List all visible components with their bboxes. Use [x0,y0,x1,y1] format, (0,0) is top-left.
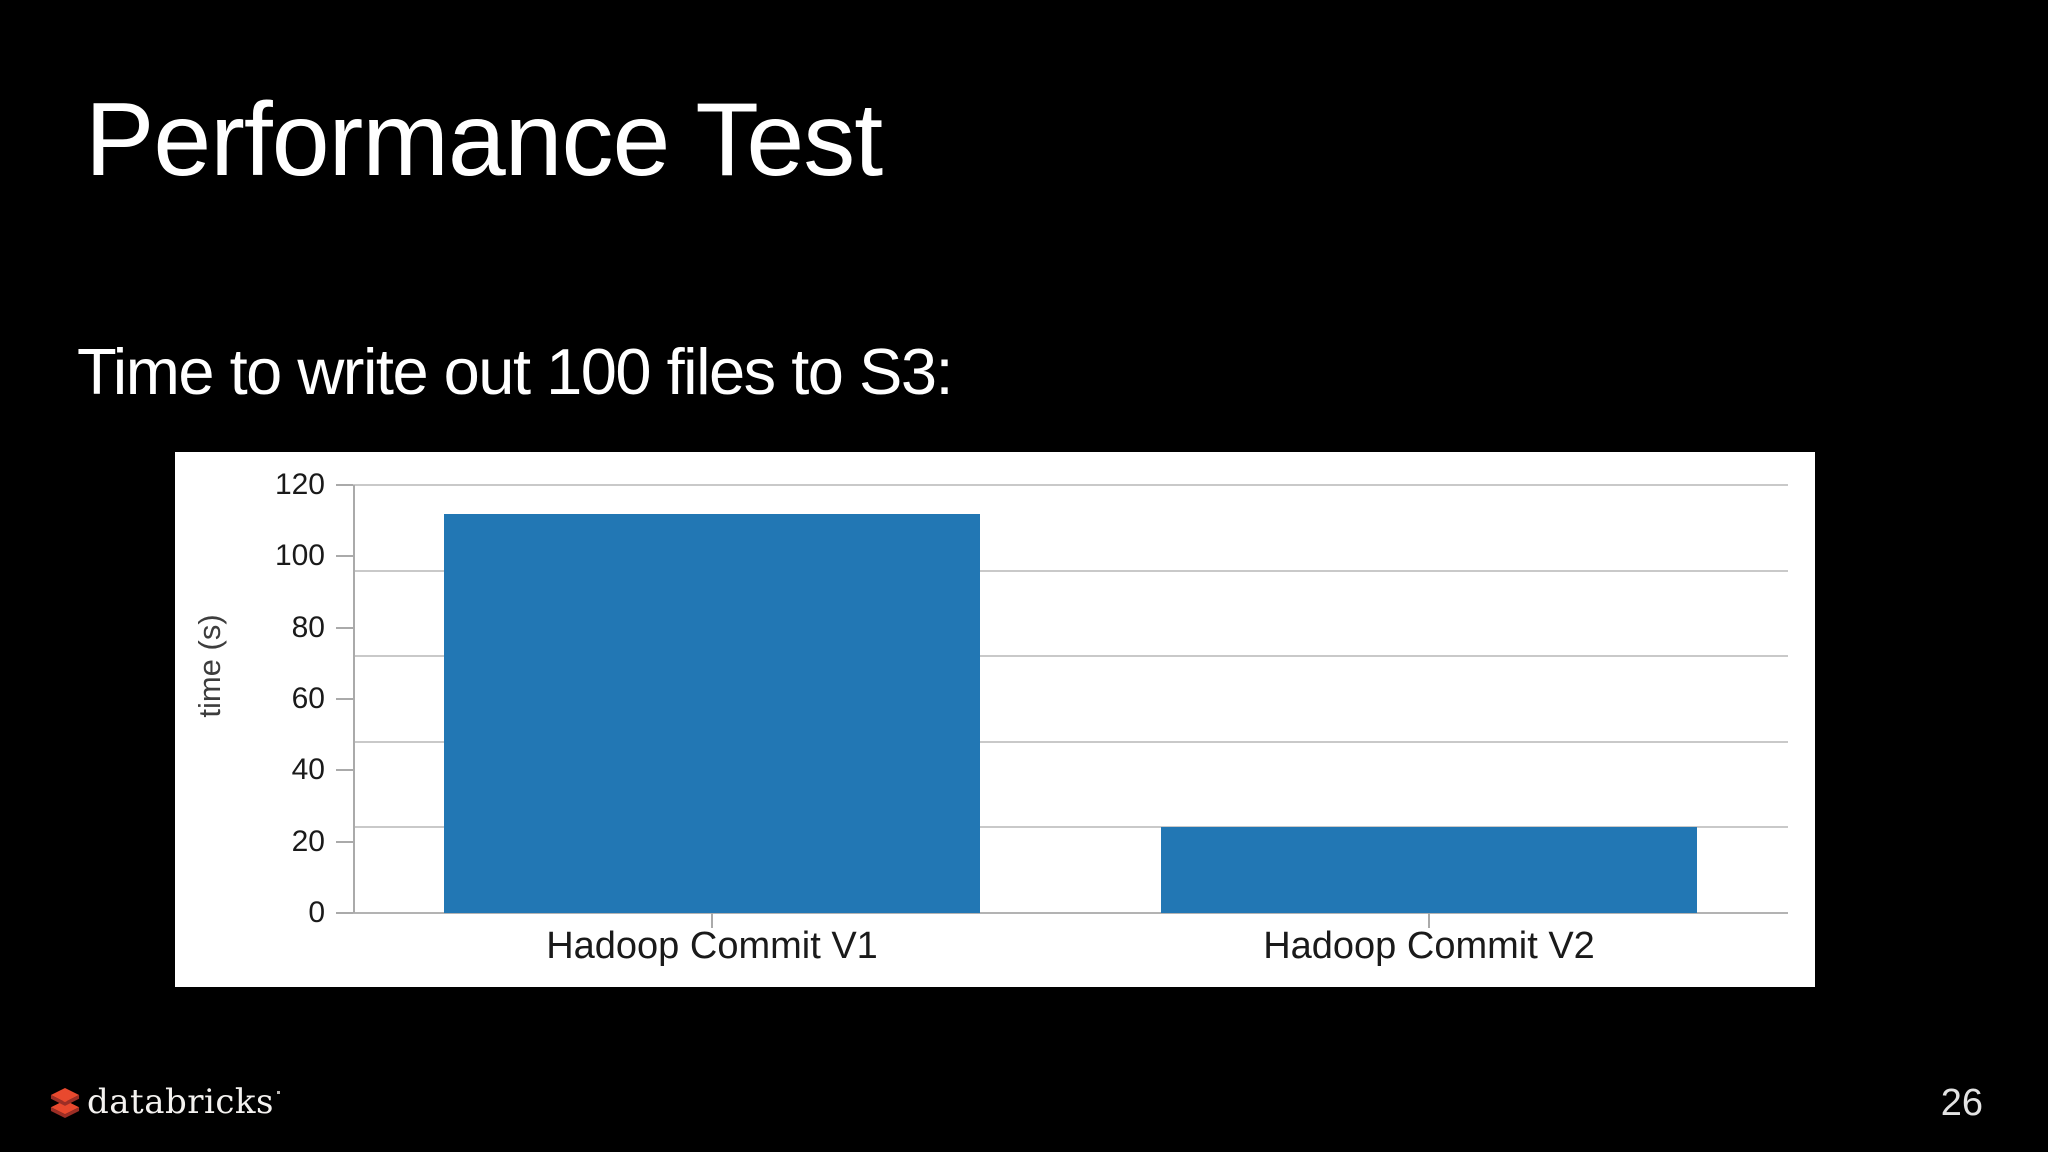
y-tick-label: 120 [274,468,325,501]
y-tick-mark [336,769,353,772]
plot-area: 0 20 40 60 80 100 120 Hadoop Commit V1 Hadoop Co… [275,468,1788,967]
page-number: 26 [1940,1082,1983,1124]
x-category-label-hadoop-commit-v2: Hadoop Commit V2 [1263,925,1595,967]
x-tick-mark [711,913,713,928]
y-tick-label: 80 [291,610,325,644]
y-tick-mark [336,840,353,843]
gridline [353,484,1788,486]
x-tick-mark [1428,913,1430,928]
trademark-mark [276,1091,280,1094]
y-tick-label: 0 [308,896,325,929]
y-tick-label: 100 [274,539,325,573]
y-tick-label: 20 [291,824,325,858]
y-tick-mark [336,626,353,629]
x-category-label-hadoop-commit-v1: Hadoop Commit V1 [546,925,878,967]
databricks-stacked-diamonds-icon [50,1088,80,1118]
bar-hadoop-commit-v1 [444,514,980,913]
gridline [353,655,1788,658]
page-title: Performance Test [85,82,883,198]
y-axis-title: time (s) [192,614,227,718]
gridline [353,912,1788,914]
databricks-logo: databricks [50,1085,280,1119]
chart-panel: time (s) 0 20 40 60 80 100 120 Hadoop Commit V1… [175,452,1815,987]
y-tick-mark [336,698,353,700]
y-axis-line [353,485,355,913]
slide-subtitle: Time to write out 100 files to S3: [77,335,954,408]
gridline [353,826,1788,829]
y-tick-label: 60 [291,682,325,715]
y-tick-mark [336,912,353,914]
bar-hadoop-commit-v2 [1161,827,1697,913]
gridline [353,740,1788,743]
gridline [353,569,1788,572]
databricks-wordmark: databricks [87,1082,274,1122]
y-tick-mark [336,484,353,486]
y-tick-mark [336,555,353,558]
y-tick-label: 40 [291,753,325,787]
